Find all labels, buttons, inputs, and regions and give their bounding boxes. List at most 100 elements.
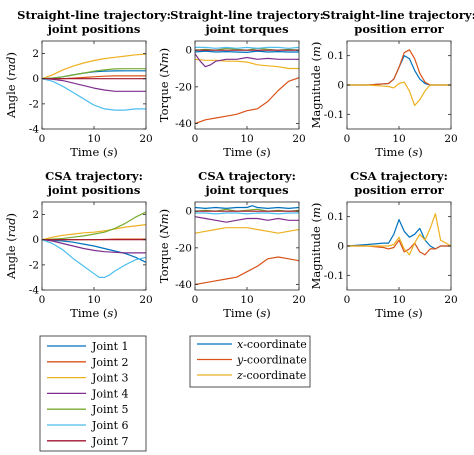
legend-label: Joint 5 xyxy=(91,403,129,416)
chart-title-line: joint positions xyxy=(47,183,141,197)
x-axis-label: Time (s) xyxy=(223,145,271,159)
y-tick-label: 0 xyxy=(337,80,344,92)
legend-label: Joint 1 xyxy=(91,340,129,353)
series-line-4 xyxy=(42,78,146,92)
y-tick-label: -20 xyxy=(175,242,192,254)
y-tick-label: -20 xyxy=(175,81,192,93)
series-group xyxy=(42,53,146,111)
chart-title-line: CSA trajectory: xyxy=(350,169,448,183)
x-tick-label: 0 xyxy=(39,133,46,145)
x-tick-label: 20 xyxy=(292,294,305,306)
series-line-3 xyxy=(347,81,451,107)
panel-straight-joint-torques: Straight-line trajectory:joint torques 0 1… xyxy=(157,8,324,159)
series-line-3 xyxy=(195,227,299,234)
x-tick-label: 20 xyxy=(444,133,457,145)
plot-frame xyxy=(194,201,300,291)
series-line-2 xyxy=(195,256,299,286)
y-axis-label: Angle (rad) xyxy=(4,52,18,119)
series-group xyxy=(347,49,451,107)
legend-joints-frame xyxy=(39,335,147,452)
series-line-3 xyxy=(195,58,299,70)
series-line-5 xyxy=(42,68,146,80)
panel-csa-joint-torques: CSA trajectory:joint torques 0 10 20 -40 -20 0… xyxy=(157,169,306,320)
legend-joints-entries: Joint 1 Joint 2 Joint 3 Joint 4 Joint 5 Joint… xyxy=(47,340,129,448)
series-line-5 xyxy=(42,211,146,241)
y-tick-label: -2 xyxy=(29,98,39,110)
series-group xyxy=(347,213,451,256)
y-axis-label: Magnitude (m) xyxy=(309,42,323,129)
y-tick-label: -0.1 xyxy=(324,109,344,121)
series-line-6 xyxy=(195,212,299,215)
legend-label: Joint 3 xyxy=(91,372,129,385)
legend-coordinates-frame xyxy=(189,335,311,388)
y-tick-label: 2 xyxy=(32,48,39,60)
legend-label: Joint 7 xyxy=(91,435,129,448)
series-line-2 xyxy=(347,239,451,256)
y-tick-label: 0 xyxy=(185,206,192,218)
chart-title-line: joint positions xyxy=(47,22,141,36)
series-group xyxy=(195,205,299,286)
series-line-2 xyxy=(195,77,299,125)
legend-label: Joint 6 xyxy=(91,419,129,432)
series-line-2 xyxy=(347,49,451,86)
plot-frame xyxy=(194,40,300,130)
x-axis-label: Time (s) xyxy=(223,306,271,320)
y-tick-label: 0.1 xyxy=(327,211,344,223)
chart-title-line: Straight-line trajectory: xyxy=(170,8,324,22)
series-line-4 xyxy=(195,216,299,223)
x-tick-label: 0 xyxy=(39,294,46,306)
panel-straight-position-error: Straight-line trajectory:position error 0… xyxy=(309,8,474,159)
x-tick-label: 20 xyxy=(444,294,457,306)
legend-label: z-coordinate xyxy=(236,369,306,382)
series-line-6 xyxy=(42,239,146,278)
legend-coordinates: x-coordinate y-coordinate z-coordinate xyxy=(189,335,311,388)
x-tick-label: 0 xyxy=(192,294,199,306)
x-axis-label: Time (s) xyxy=(70,306,118,320)
panel-straight-joint-positions: Straight-line trajectory:joint positions… xyxy=(4,8,171,159)
x-tick-label: 0 xyxy=(192,133,199,145)
x-tick-label: 0 xyxy=(344,133,351,145)
chart-title-line: joint torques xyxy=(204,183,288,197)
x-tick-label: 20 xyxy=(139,294,152,306)
legend-joints: Joint 1 Joint 2 Joint 3 Joint 4 Joint 5 Joint… xyxy=(39,335,147,452)
x-tick-label: 20 xyxy=(292,133,305,145)
y-axis-label: Magnitude (m) xyxy=(309,203,323,290)
series-group xyxy=(195,46,299,125)
legend-label: Joint 2 xyxy=(91,356,129,369)
y-axis-label: Torque (Nm) xyxy=(157,209,171,283)
legend-label: x-coordinate xyxy=(237,338,307,351)
y-tick-label: 0.1 xyxy=(327,50,344,62)
y-tick-label: -2 xyxy=(29,259,39,271)
legend-coordinates-entries: x-coordinate y-coordinate z-coordinate xyxy=(197,338,307,382)
y-tick-label: 0 xyxy=(32,73,39,85)
x-tick-label: 20 xyxy=(139,133,152,145)
plot-frame xyxy=(41,40,147,130)
y-tick-label: -0.1 xyxy=(324,270,344,282)
x-tick-label: 10 xyxy=(240,133,253,145)
chart-title-line: position error xyxy=(354,183,444,197)
chart-title-line: Straight-line trajectory: xyxy=(322,8,474,22)
legend-label: y-coordinate xyxy=(236,354,307,367)
x-tick-label: 10 xyxy=(392,294,405,306)
legend-label: Joint 4 xyxy=(91,387,129,400)
series-line-3 xyxy=(347,213,451,256)
series-line-1 xyxy=(195,205,299,209)
y-tick-label: -40 xyxy=(175,118,192,130)
series-line-6 xyxy=(195,46,299,49)
y-tick-label: 2 xyxy=(32,209,39,221)
y-tick-label: -4 xyxy=(29,124,40,136)
chart-title-line: position error xyxy=(354,22,444,36)
series-line-4 xyxy=(42,239,146,254)
x-axis-label: Time (s) xyxy=(375,306,423,320)
y-axis-label: Torque (Nm) xyxy=(157,48,171,122)
series-group xyxy=(42,211,146,278)
x-tick-label: 10 xyxy=(392,133,405,145)
y-axis-label: Angle (rad) xyxy=(4,213,18,280)
series-line-6 xyxy=(42,78,146,111)
series-line-4 xyxy=(195,53,299,68)
chart-title-line: CSA trajectory: xyxy=(45,169,143,183)
chart-title-line: Straight-line trajectory: xyxy=(17,8,171,22)
panel-csa-joint-positions: CSA trajectory:joint positions 0 10 20 -4 -2 0… xyxy=(4,169,153,320)
